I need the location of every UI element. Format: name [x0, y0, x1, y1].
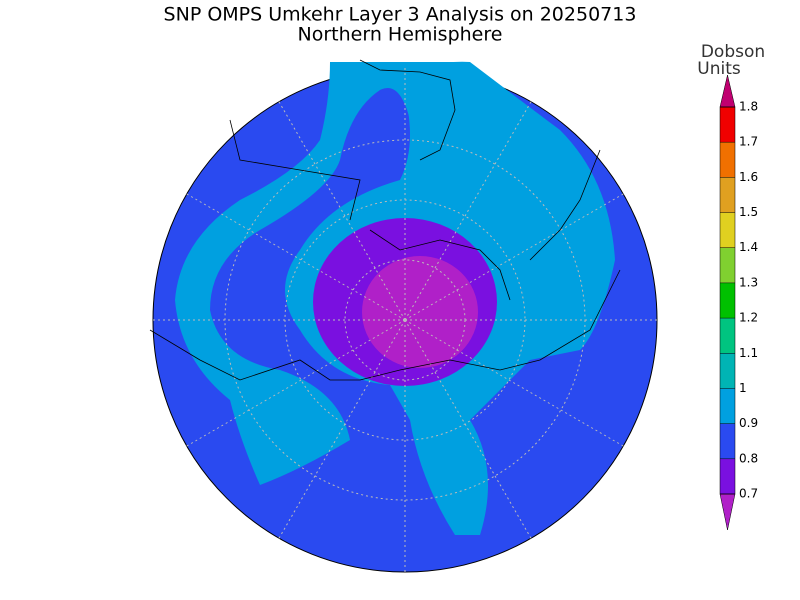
meridian	[278, 101, 406, 321]
colorbar-over	[719, 74, 736, 108]
meridian	[404, 319, 624, 447]
colorbar-tick-label: 1.2	[739, 311, 758, 325]
polar-map	[149, 59, 658, 573]
colorbar-segment	[720, 177, 735, 213]
colorbar-tick-label: 1.7	[739, 135, 758, 149]
colorbar-segment	[720, 212, 735, 248]
colorbar-tick-label: 1.8	[739, 100, 758, 114]
colorbar-segment	[720, 353, 735, 389]
colorbar-tick-label: 1.3	[739, 275, 758, 289]
map-title: SNP OMPS Umkehr Layer 3 Analysis on 2025…	[164, 4, 637, 26]
meridian	[186, 193, 406, 321]
colorbar-segment	[720, 458, 735, 494]
field-center	[362, 256, 478, 368]
colorbar-label: Units	[697, 59, 741, 79]
meridian	[186, 319, 406, 447]
colorbar-tick-label: 1.1	[739, 346, 758, 360]
colorbar-segment	[720, 247, 735, 283]
colorbar-segment	[720, 107, 735, 143]
colorbar-under	[719, 493, 736, 531]
colorbar-tick-label: 0.9	[739, 416, 758, 430]
meridian	[278, 319, 406, 539]
colorbar-segment	[720, 318, 735, 354]
meridian	[404, 193, 624, 321]
colorbar-tick-label: 1.4	[739, 240, 758, 254]
coastline	[149, 59, 621, 381]
colorbar-tick-label: 1.5	[739, 205, 758, 219]
colorbar-segment	[720, 142, 735, 178]
colorbar-segment	[720, 423, 735, 459]
colorbar-tick-label: 0.7	[739, 487, 758, 501]
field-band	[400, 61, 530, 321]
colorbar: 0.7 0.8 0.9 1 1.1 1.2 1.3 1.4 1.5 1.6 1.7 1.8	[719, 74, 758, 531]
meridian	[404, 101, 532, 321]
colorbar-label: Dobson	[701, 42, 765, 62]
colorbar-tick-label: 1	[739, 381, 747, 395]
colorbar-tick-label: 0.8	[739, 451, 758, 465]
meridian	[404, 319, 532, 539]
map-subtitle: Northern Hemisphere	[298, 24, 503, 46]
colorbar-segment	[720, 388, 735, 424]
colorbar-tick-label: 1.6	[739, 170, 758, 184]
colorbar-segment	[720, 282, 735, 319]
